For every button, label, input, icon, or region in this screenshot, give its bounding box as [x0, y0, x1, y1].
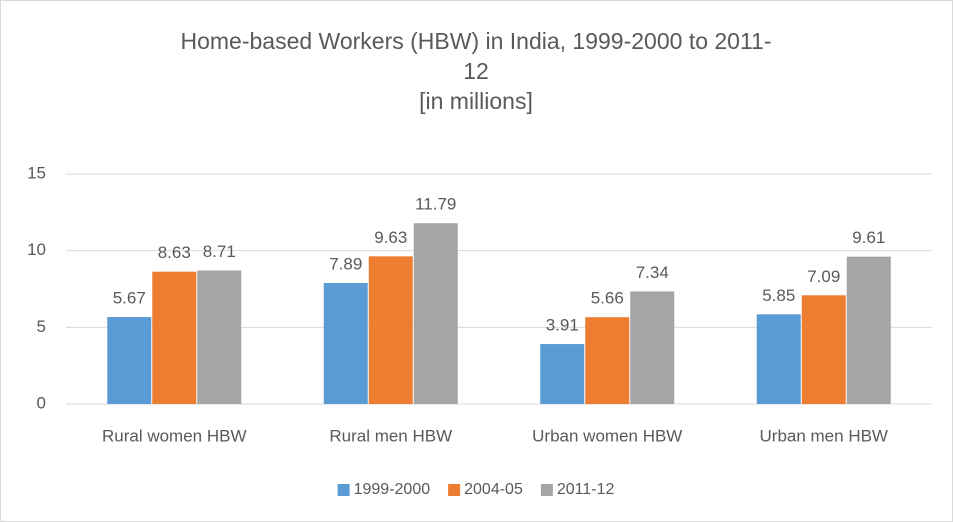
x-tick-label: Rural men HBW — [329, 426, 452, 445]
legend-label: 1999-2000 — [354, 481, 431, 498]
legend-swatch — [337, 484, 350, 496]
value-label: 8.63 — [158, 243, 191, 262]
chart-title: Home-based Workers (HBW) in India, 1999-… — [180, 28, 772, 84]
chart-title-block: Home-based Workers (HBW) in India, 1999-… — [176, 26, 776, 116]
legend: 1999-2000 2004-05 2011-12 — [337, 481, 615, 498]
y-tick-label: 10 — [27, 240, 46, 259]
legend-swatch — [448, 484, 461, 496]
y-tick-label: 5 — [37, 317, 46, 336]
bar — [846, 256, 891, 404]
legend-label: 2011-12 — [557, 481, 615, 498]
value-label: 11.79 — [415, 195, 456, 214]
x-tick-label: Urban men HBW — [760, 426, 888, 445]
bar — [585, 317, 630, 404]
value-label: 7.89 — [329, 255, 362, 274]
bar — [540, 344, 585, 404]
legend-swatch — [540, 484, 553, 496]
value-label: 5.66 — [591, 289, 624, 308]
value-label: 9.61 — [852, 228, 885, 247]
x-tick-label: Urban women HBW — [532, 426, 682, 445]
bar — [197, 270, 242, 404]
bar — [152, 271, 197, 404]
y-tick-label: 0 — [37, 393, 46, 412]
value-label: 3.91 — [546, 316, 579, 335]
bar — [107, 317, 152, 404]
bar — [368, 256, 413, 404]
value-label: 7.34 — [636, 263, 669, 282]
bar — [756, 314, 801, 404]
bar — [801, 295, 846, 404]
value-label: 7.09 — [807, 267, 840, 286]
x-tick-label: Rural women HBW — [102, 426, 247, 445]
value-label: 5.67 — [113, 289, 146, 308]
bar — [630, 291, 675, 404]
y-tick-label: 15 — [27, 163, 46, 182]
bar — [413, 223, 458, 404]
chart-subtitle: [in millions] — [419, 88, 533, 114]
legend-label: 2004-05 — [464, 481, 523, 498]
value-label: 5.85 — [762, 286, 795, 305]
value-label: 9.63 — [374, 228, 407, 247]
value-label: 8.71 — [203, 242, 236, 261]
bar — [323, 283, 368, 404]
